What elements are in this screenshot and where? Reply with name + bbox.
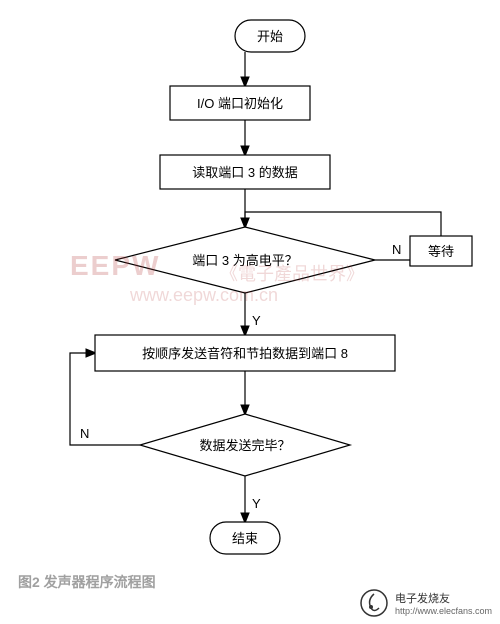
- svg-text:结束: 结束: [232, 531, 258, 546]
- footer: 电子发烧友 http://www.elecfans.com: [357, 586, 492, 620]
- node-decision1: 端口 3 为高电平？: [115, 227, 375, 293]
- svg-text:按顺序发送音符和节拍数据到端口 8: 按顺序发送音符和节拍数据到端口 8: [142, 346, 348, 361]
- edge-label: N: [80, 426, 89, 441]
- footer-url: http://www.elecfans.com: [395, 606, 492, 616]
- edge-label: N: [392, 242, 401, 257]
- svg-text:数据发送完毕？: 数据发送完毕？: [199, 438, 290, 453]
- node-send: 按顺序发送音符和节拍数据到端口 8: [95, 335, 395, 371]
- svg-text:端口 3 为高电平？: 端口 3 为高电平？: [192, 253, 297, 268]
- footer-site: 电子发烧友: [395, 590, 492, 606]
- edge: [375, 260, 410, 266]
- node-end: 结束: [210, 522, 280, 554]
- figure-caption: 图2 发声器程序流程图: [18, 572, 156, 592]
- node-decision2: 数据发送完毕？: [140, 414, 350, 476]
- node-start: 开始: [235, 20, 305, 52]
- node-read: 读取端口 3 的数据: [160, 155, 330, 189]
- node-wait: 等待: [410, 236, 472, 266]
- svg-text:读取端口 3 的数据: 读取端口 3 的数据: [192, 165, 297, 180]
- svg-text:开始: 开始: [257, 29, 283, 44]
- edge-label: Y: [252, 496, 261, 511]
- flowchart: N Y N Y 开始 I/O 端口初始化读取端口 3 的数据端口 3 为高电平？ 等待按顺…: [0, 0, 500, 580]
- svg-text:等待: 等待: [428, 244, 454, 259]
- svg-text:I/O 端口初始化: I/O 端口初始化: [197, 96, 283, 111]
- edge-label: Y: [252, 313, 261, 328]
- node-init: I/O 端口初始化: [170, 86, 310, 120]
- logo-icon: [357, 586, 391, 620]
